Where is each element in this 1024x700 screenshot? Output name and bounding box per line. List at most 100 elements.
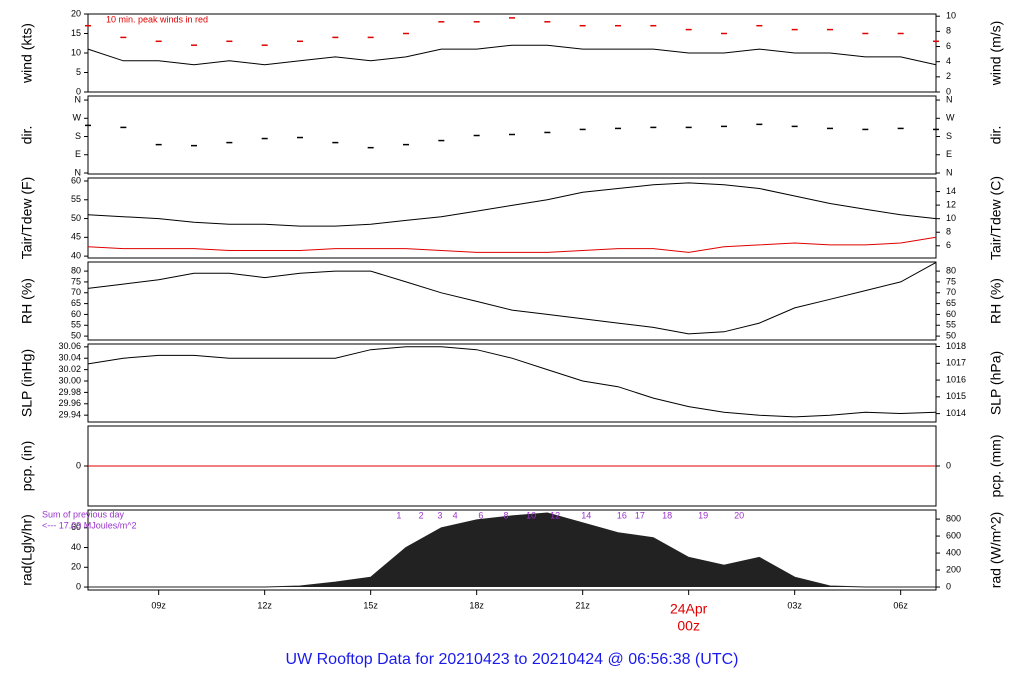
y-tick-label: 75 [71,276,81,286]
hour-mark: 17 [635,510,645,520]
y2-tick-label: N [946,94,953,104]
hour-mark: 3 [437,510,442,520]
y-tick-label: 50 [71,330,81,340]
panel-frame [87,177,937,259]
hour-mark: 12 [550,510,560,520]
y-tick-label: 0 [76,460,81,470]
y2-tick-label: 8 [946,26,951,36]
x-tick-label: 18z [469,600,484,610]
y-tick-label: 60 [71,522,81,532]
y-tick-label: 55 [71,320,81,330]
y-tick-label: 80 [71,265,81,275]
annotation: <--- 17.09 MJoules/m^2 [42,520,137,530]
y2-tick-label: 200 [946,564,961,574]
y-tick-label: 60 [71,309,81,319]
y-axis-label: dir. [19,126,35,145]
y-tick-label: 0 [76,86,81,96]
line [87,182,937,227]
y-tick-label: 45 [71,232,81,242]
y2-tick-label: 12 [946,199,956,209]
y-tick-label: 5 [76,67,81,77]
y2-tick-label: 14 [946,186,956,196]
y-tick-label: 30.06 [58,341,81,351]
y2-axis-label: wind (m/s) [988,21,1004,87]
y2-tick-label: 6 [946,240,951,250]
y-axis-label: Tair/Tdew (F) [19,177,35,259]
y-tick-label: 20 [71,8,81,18]
y-tick-label: 0 [76,581,81,591]
y2-axis-label: Tair/Tdew (C) [988,176,1004,260]
x-tick-label: 15z [363,600,378,610]
annotation: 10 min. peak winds in red [106,14,208,24]
y2-axis-label: dir. [988,126,1004,145]
y-axis-label: rad(Lgly/hr) [19,514,35,586]
y2-tick-label: 1017 [946,358,966,368]
y-tick-label: N [75,167,82,177]
y2-tick-label: 6 [946,41,951,51]
panel-frame [87,95,937,175]
chart-title: UW Rooftop Data for 20210423 to 20210424… [286,651,739,668]
hour-mark: 18 [662,510,672,520]
y2-tick-label: 2 [946,71,951,81]
y2-tick-label: 55 [946,320,956,330]
y2-tick-label: 10 [946,11,956,21]
y2-tick-label: 400 [946,547,961,557]
hour-mark: 10 [526,510,536,520]
y2-tick-label: 50 [946,330,956,340]
y-tick-label: 10 [71,47,81,57]
y-axis-label: RH (%) [19,278,35,324]
y2-tick-label: S [946,131,952,141]
y-tick-label: 29.96 [58,398,81,408]
hour-mark: 4 [453,510,458,520]
y2-tick-label: 1018 [946,341,966,351]
y2-tick-label: 800 [946,513,961,523]
y-tick-label: 15 [71,28,81,38]
y2-tick-label: 0 [946,581,951,591]
y2-tick-label: 600 [946,530,961,540]
y2-tick-label: E [946,149,952,159]
y2-tick-label: 10 [946,213,956,223]
hour-mark: 8 [503,510,508,520]
y2-axis-label: SLP (hPa) [988,351,1004,415]
hour-mark: 2 [419,510,424,520]
y-tick-label: 50 [71,213,81,223]
y2-tick-label: 1016 [946,374,966,384]
y2-tick-label: 1015 [946,391,966,401]
hour-mark: 6 [478,510,483,520]
x-tick-label: 09z [151,600,166,610]
y2-tick-label: 60 [946,309,956,319]
area [88,512,936,588]
y-tick-label: S [75,131,81,141]
y-axis-label: pcp. (in) [19,441,35,492]
x-tick-label: 00z [677,618,700,634]
panel-frame [87,343,937,423]
hour-mark: 14 [581,510,591,520]
x-tick-label: 03z [787,600,802,610]
hour-mark: 16 [617,510,627,520]
y-tick-label: 30.00 [58,375,81,385]
line [87,261,937,335]
hour-mark: 20 [734,510,744,520]
y-tick-label: 30.02 [58,364,81,374]
y-tick-label: E [75,149,81,159]
y2-tick-label: 70 [946,287,956,297]
y2-tick-label: N [946,167,953,177]
x-tick-label: 06z [893,600,908,610]
y2-tick-label: W [946,113,955,123]
y2-tick-label: 8 [946,227,951,237]
y2-tick-label: 80 [946,265,956,275]
y-tick-label: W [73,113,82,123]
y-tick-label: 30.04 [58,353,81,363]
annotation: Sum of previous day [42,509,125,519]
y-tick-label: 40 [71,542,81,552]
y-tick-label: 20 [71,562,81,572]
y2-tick-label: 0 [946,86,951,96]
y-tick-label: 55 [71,194,81,204]
hour-mark: 1 [396,510,401,520]
y2-tick-label: 65 [946,298,956,308]
hour-mark: 19 [698,510,708,520]
line [87,44,937,66]
y2-axis-label: pcp. (mm) [988,435,1004,498]
x-tick-label: 12z [257,600,272,610]
